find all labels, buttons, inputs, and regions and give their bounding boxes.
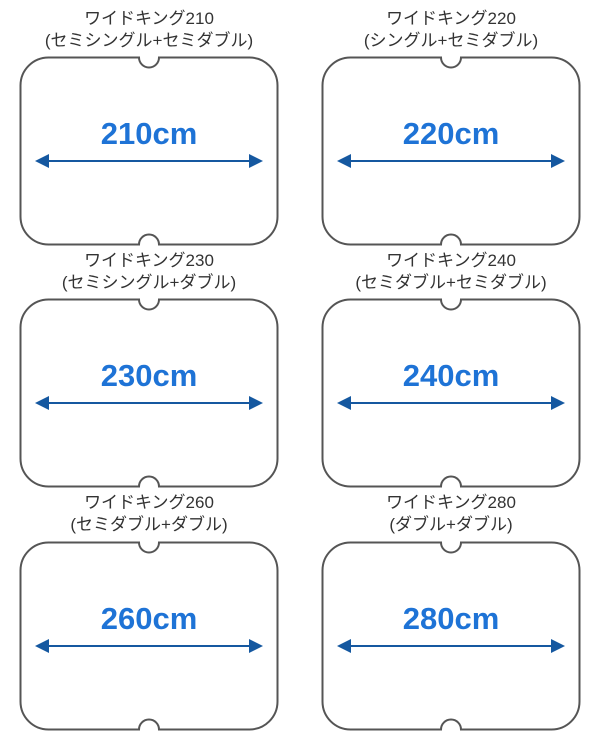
bed-shape-svg: 260cm (19, 541, 279, 731)
bed-shape-svg: 240cm (321, 298, 581, 488)
tile-title-main: ワイドキング230 (62, 250, 236, 272)
tile-title-sub: (セミダブル+ダブル) (70, 514, 227, 536)
tile-title: ワイドキング220(シングル+セミダブル) (364, 8, 538, 52)
bed-size-tile: ワイドキング220(シングル+セミダブル) 220cm (310, 8, 592, 246)
bed-size-tile: ワイドキング260(セミダブル+ダブル) 260cm (8, 492, 290, 730)
tile-shape-wrap: 230cm (8, 298, 290, 488)
width-label: 220cm (403, 116, 500, 151)
tile-title: ワイドキング230(セミシングル+ダブル) (62, 250, 236, 294)
tile-title-main: ワイドキング260 (70, 492, 227, 514)
bed-size-tile: ワイドキング210(セミシングル+セミダブル) 210cm (8, 8, 290, 246)
tile-shape-wrap: 260cm (8, 541, 290, 731)
width-label: 240cm (403, 359, 500, 394)
bed-shape-svg: 230cm (19, 298, 279, 488)
bed-shape-svg: 220cm (321, 56, 581, 246)
tile-title-sub: (シングル+セミダブル) (364, 30, 538, 52)
tile-title-sub: (ダブル+ダブル) (386, 514, 516, 536)
tile-shape-wrap: 220cm (310, 56, 592, 246)
bed-shape-svg: 280cm (321, 541, 581, 731)
bed-size-tile: ワイドキング230(セミシングル+ダブル) 230cm (8, 250, 290, 488)
bed-size-tile: ワイドキング240(セミダブル+セミダブル) 240cm (310, 250, 592, 488)
tile-title-sub: (セミシングル+ダブル) (62, 272, 236, 294)
tile-title-main: ワイドキング210 (45, 8, 253, 30)
width-label: 280cm (403, 601, 500, 636)
tile-shape-wrap: 240cm (310, 298, 592, 488)
bed-size-tile: ワイドキング280(ダブル+ダブル) 280cm (310, 492, 592, 730)
tile-shape-wrap: 210cm (8, 56, 290, 246)
tile-title-main: ワイドキング240 (355, 250, 546, 272)
tile-title-main: ワイドキング280 (386, 492, 516, 514)
width-label: 210cm (101, 116, 198, 151)
tile-shape-wrap: 280cm (310, 541, 592, 731)
bed-size-grid: ワイドキング210(セミシングル+セミダブル) 210cm ワイドキング220(シン… (8, 8, 592, 731)
tile-title: ワイドキング260(セミダブル+ダブル) (70, 492, 227, 536)
width-label: 260cm (101, 601, 198, 636)
tile-title-sub: (セミダブル+セミダブル) (355, 272, 546, 294)
tile-title: ワイドキング240(セミダブル+セミダブル) (355, 250, 546, 294)
width-label: 230cm (101, 359, 198, 394)
tile-title: ワイドキング210(セミシングル+セミダブル) (45, 8, 253, 52)
bed-shape-svg: 210cm (19, 56, 279, 246)
tile-title-main: ワイドキング220 (364, 8, 538, 30)
tile-title: ワイドキング280(ダブル+ダブル) (386, 492, 516, 536)
tile-title-sub: (セミシングル+セミダブル) (45, 30, 253, 52)
